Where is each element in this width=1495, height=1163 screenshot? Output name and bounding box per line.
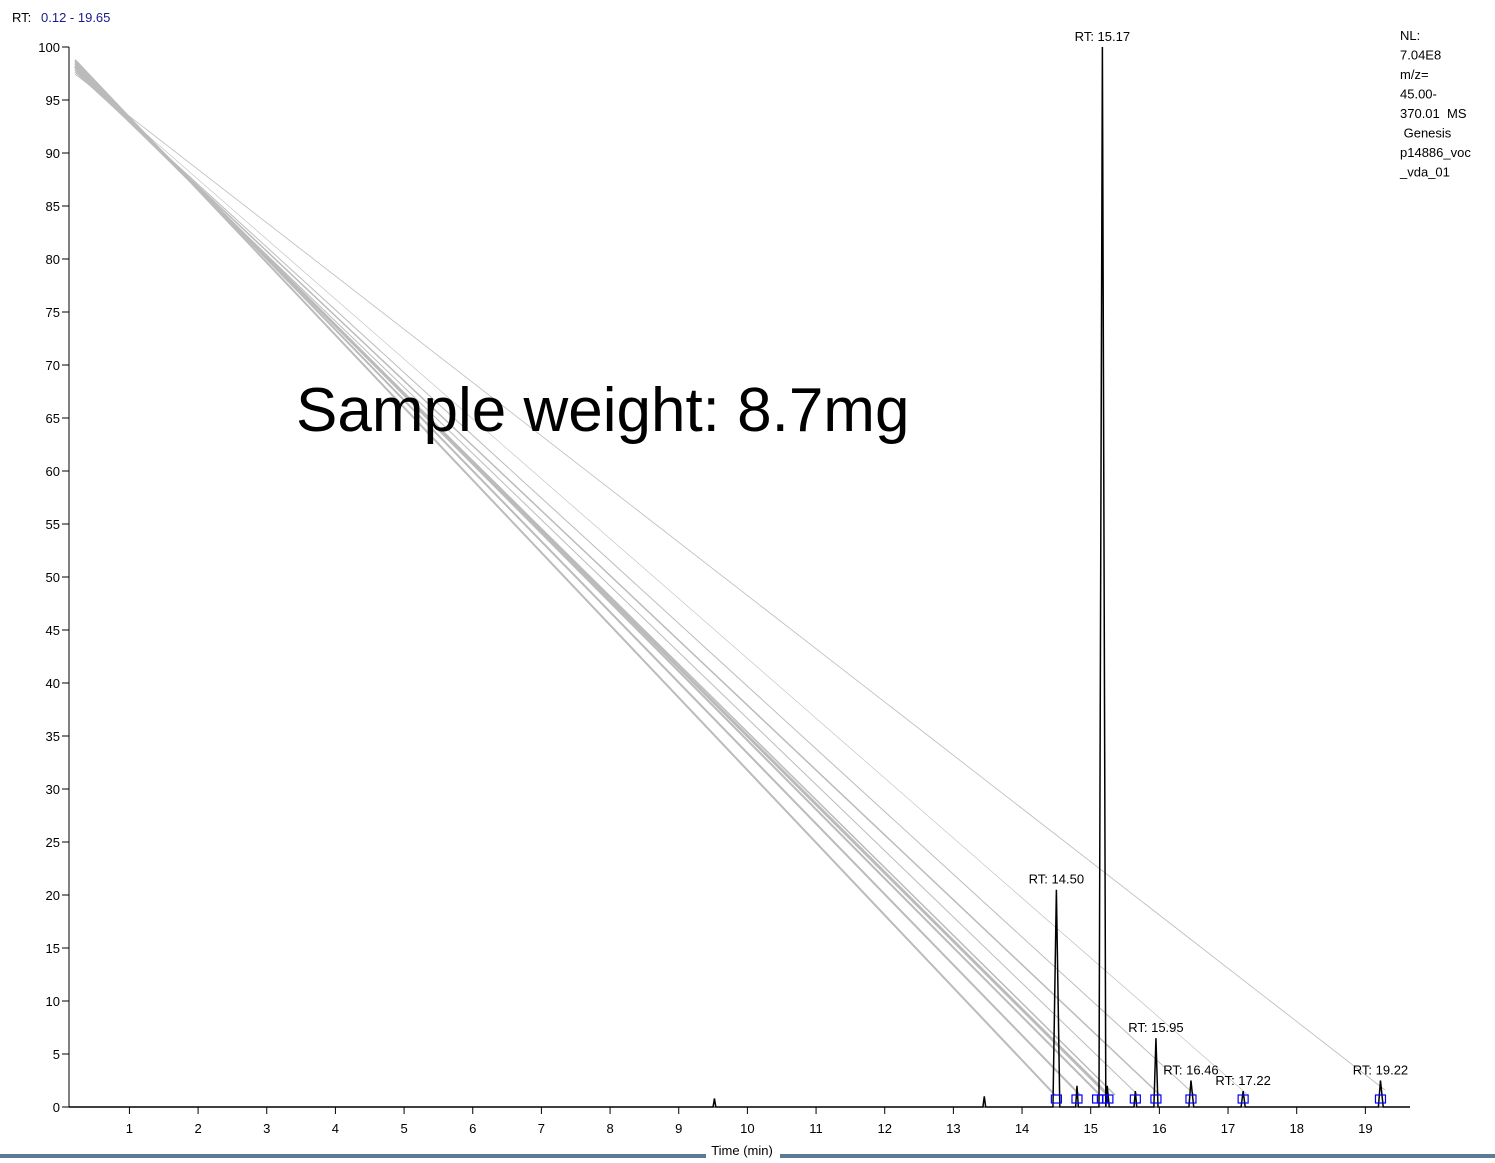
rt-prefix: RT: [12,10,31,25]
artifact-line [74,69,1161,1096]
peak-marker [1150,1094,1162,1104]
y-tick-label: 25 [46,835,60,850]
y-tick-label: 10 [46,994,60,1009]
peak-marker [1237,1094,1249,1104]
x-tick-label: 12 [877,1121,891,1136]
status-bar [780,1154,1495,1158]
y-tick-label: 70 [46,358,60,373]
peak-label: RT: 17.22 [1215,1073,1270,1088]
peak-marker [1129,1094,1141,1104]
peak-label: RT: 15.17 [1075,29,1130,44]
y-tick-label: 55 [46,517,60,532]
x-tick-label: 3 [263,1121,270,1136]
x-tick-label: 18 [1289,1121,1303,1136]
peak-label: RT: 15.95 [1128,1020,1183,1035]
y-tick-label: 75 [46,305,60,320]
x-tick-label: 15 [1083,1121,1097,1136]
y-tick-label: 30 [46,782,60,797]
x-tick-label: 19 [1358,1121,1372,1136]
artifact-line [74,67,1116,1096]
y-tick-label: 50 [46,570,60,585]
y-tick-label: 15 [46,941,60,956]
y-tick-label: 35 [46,729,60,744]
x-tick-label: 2 [194,1121,201,1136]
peak-marker [1071,1094,1083,1104]
x-tick-label: 8 [606,1121,613,1136]
artifact-lines [73,59,1386,1097]
y-tick-label: 60 [46,464,60,479]
peak-label: RT: 16.46 [1163,1063,1218,1078]
y-tick-label: 20 [46,888,60,903]
y-tick-label: 80 [46,252,60,267]
x-tick-label: 10 [740,1121,754,1136]
info-line: _vda_01 [1399,165,1450,180]
artifact-line [74,59,1056,1096]
artifact-line [74,73,1386,1091]
x-tick-label: 13 [946,1121,960,1136]
x-tick-label: 6 [469,1121,476,1136]
info-line: m/z= [1400,67,1429,82]
y-tick-label: 0 [53,1100,60,1115]
info-line: Genesis [1400,126,1452,141]
overlay-text: Sample weight: 8.7mg [296,376,909,445]
status-bar [0,1154,706,1158]
y-tick-label: 65 [46,411,60,426]
trace [69,46,1410,1108]
info-line: NL: [1400,28,1420,43]
y-tick-label: 100 [38,40,60,55]
artifact-line [74,71,1249,1096]
artifact-line [74,71,1196,1096]
y-tick-label: 85 [46,199,60,214]
peak-marker [1374,1094,1387,1104]
info-line: 7.04E8 [1400,48,1441,63]
peak-label: RT: 19.22 [1353,1063,1408,1078]
x-tick-label: 11 [809,1121,823,1136]
info-line: 45.00- [1400,87,1437,102]
x-tick-label: 7 [538,1121,545,1136]
peak-label: RT: 14.50 [1029,872,1084,887]
x-tick-label: 17 [1221,1121,1235,1136]
y-tick-label: 45 [46,623,60,638]
x-tick-label: 9 [675,1121,682,1136]
x-tick-label: 14 [1015,1121,1029,1136]
y-tick-label: 95 [46,93,60,108]
rt-range: 0.12 - 19.65 [41,10,110,25]
x-tick-label: 4 [332,1121,339,1136]
x-tick-label: 1 [126,1121,133,1136]
peak-marker [1050,1094,1062,1104]
x-axis-label: Time (min) [711,1143,773,1158]
artifact-line [74,69,1139,1096]
peak-marker [1102,1094,1114,1104]
info-line: p14886_voc [1400,145,1471,160]
info-line: 370.01 MS [1400,106,1467,121]
x-tick-label: 5 [400,1121,407,1136]
x-tick-label: 16 [1152,1121,1166,1136]
y-tick-label: 40 [46,676,60,691]
y-tick-label: 90 [46,146,60,161]
y-tick-label: 5 [53,1047,60,1062]
peak-marker [1185,1094,1197,1104]
